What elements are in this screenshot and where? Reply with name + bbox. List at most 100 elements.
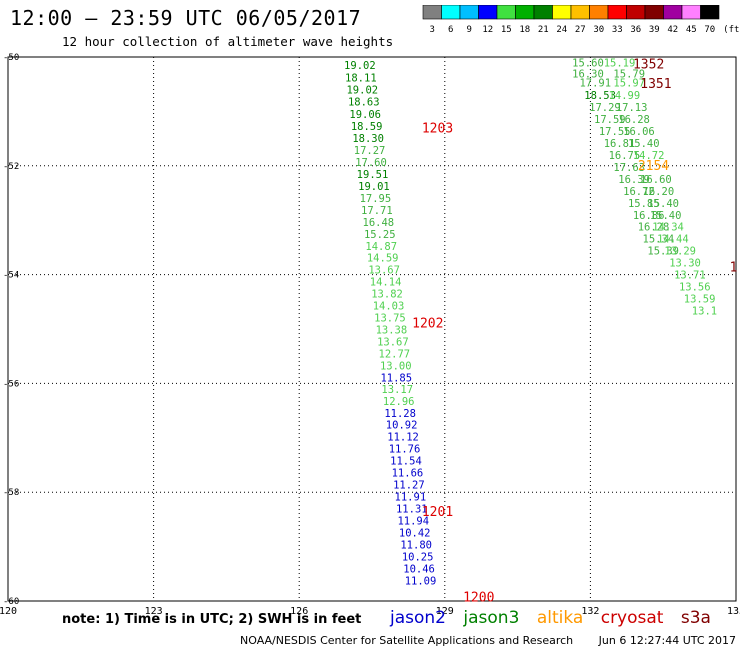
- swh-value-jason3: 16.48: [363, 217, 395, 229]
- swh-value-jason2: 10.46: [403, 563, 435, 575]
- note-text: note: 1) Time is in UTC; 2) SWH is in fe…: [62, 612, 362, 627]
- swh-value-jason3: 13.75: [374, 313, 406, 325]
- swh-value-jason3-east: 17.59: [594, 114, 626, 126]
- color-scale-label: 6: [448, 25, 453, 35]
- legend-altika: altika: [536, 608, 584, 628]
- swh-value-jason3-east: 15.40: [628, 138, 660, 150]
- swh-value-jason3: 15.25: [364, 229, 396, 241]
- swh-value-jason3-east: 16.60: [640, 174, 672, 186]
- swh-value-jason3-east: 17.55: [599, 126, 631, 138]
- swh-value-jason3-east: 13.71: [674, 270, 706, 282]
- swh-value-jason3: 13.00: [380, 360, 412, 372]
- color-scale-label: 36: [630, 25, 641, 35]
- swh-value-jason3: 17.27: [354, 145, 386, 157]
- swh-value-jason3-east: 17.13: [616, 102, 648, 114]
- swh-value-jason2: 11.27: [393, 480, 425, 492]
- color-scale-label: 12: [482, 25, 493, 35]
- time-marker: 1200: [463, 591, 494, 606]
- swh-value-jason3: 18.11: [345, 73, 377, 85]
- swh-value-jason3-east: 15.85: [628, 198, 660, 210]
- swh-value-jason3-east: 16.81: [604, 138, 636, 150]
- color-scale-label: 3: [430, 25, 435, 35]
- swh-value-jason3-east: 16.20: [643, 186, 675, 198]
- time-marker: 1203: [422, 122, 453, 137]
- y-tick-label: -54: [3, 271, 19, 281]
- swh-value-jason3-east: 16.06: [623, 126, 655, 138]
- swh-value-jason2: 11.09: [405, 575, 437, 587]
- swh-value-jason3: 14.03: [373, 301, 405, 313]
- plot-border: [7, 56, 737, 602]
- chart-subtitle: 12 hour collection of altimeter wave hei…: [62, 34, 394, 49]
- swh-value-jason3: 19.01: [358, 181, 390, 193]
- legend-jason3: jason3: [463, 608, 520, 628]
- swh-value-jason3-east: 15.97: [613, 78, 645, 90]
- color-scale-label: 70: [704, 25, 715, 35]
- color-scale-label: 27: [575, 25, 586, 35]
- swh-value-jason2: 11.28: [384, 408, 416, 420]
- color-scale-label: 24: [556, 25, 567, 35]
- swh-value-jason3: 13.38: [376, 325, 408, 337]
- time-marker: 1201: [422, 505, 453, 520]
- swh-value-jason3: 14.14: [370, 277, 402, 289]
- swh-value-jason3-east: 16.28: [638, 222, 670, 234]
- swh-value-altika: 2154: [638, 159, 669, 174]
- y-tick-label: -60: [3, 597, 19, 607]
- credit-line: NOAA/NESDIS Center for Satellite Applica…: [240, 634, 740, 647]
- swh-value-jason3: 19.06: [349, 109, 381, 121]
- swh-value-jason3-east: 17.63: [613, 162, 645, 174]
- swh-value-jason2: 11.54: [390, 456, 422, 468]
- swh-value-jason3: 12.77: [379, 348, 411, 360]
- swh-value-jason3: 13.82: [371, 289, 403, 301]
- swh-value-jason2: 10.92: [386, 420, 418, 432]
- swh-value-jason3-east: 14.72: [633, 150, 665, 162]
- x-tick-label: 120: [0, 606, 17, 617]
- swh-value-jason3: 18.59: [351, 121, 383, 133]
- swh-value-jason3-east: 15.40: [647, 198, 679, 210]
- swh-value-jason3-east: 13.30: [669, 258, 701, 270]
- swh-value-jason2: 11.94: [397, 515, 429, 527]
- swh-value-jason3: 12.96: [383, 396, 415, 408]
- color-scale-label: 42: [667, 25, 678, 35]
- swh-value-jason3-east: 16.39: [618, 174, 650, 186]
- color-scale-label: 39: [649, 25, 660, 35]
- swh-value-jason3: 17.71: [361, 205, 393, 217]
- color-scale-label: 21: [538, 25, 549, 35]
- time-marker: 1: [730, 260, 738, 275]
- swh-value-jason3: 17.95: [360, 193, 392, 205]
- swh-value-jason3: 19.02: [346, 85, 378, 97]
- swh-value-jason3-east: 13.29: [664, 246, 696, 258]
- color-scale-unit: (ft): [723, 25, 740, 35]
- swh-value-jason3-east: 15.79: [613, 68, 645, 80]
- y-tick-label: -58: [3, 488, 19, 498]
- legend-jason2: jason2: [390, 608, 446, 628]
- swh-value-jason3-east: 15.40: [650, 210, 682, 222]
- swh-value-jason3-east: 15.60: [572, 57, 604, 69]
- swh-value-jason2: 11.66: [392, 468, 424, 480]
- swh-value-jason2: 10.42: [399, 527, 431, 539]
- swh-value-jason3-east: 13.56: [679, 282, 711, 294]
- time-marker: 1352: [633, 58, 664, 73]
- swh-value-jason3-east: 17.91: [579, 78, 611, 90]
- swh-value-jason3: 19.51: [357, 169, 389, 181]
- swh-value-jason3: 13.67: [368, 265, 400, 277]
- swh-value-jason2: 10.25: [402, 551, 434, 563]
- swh-value-jason3-east: 16.72: [623, 186, 655, 198]
- swh-value-jason3-east: 16.86: [633, 210, 665, 222]
- color-scale-label: 15: [501, 25, 512, 35]
- swh-value-jason2: 11.80: [400, 539, 432, 551]
- time-marker: 1202: [412, 316, 443, 331]
- swh-value-jason3-east: 15.39: [647, 246, 679, 258]
- color-scale-label: 30: [593, 25, 604, 35]
- swh-value-jason3: 14.87: [365, 241, 397, 253]
- color-scale-label: 45: [686, 25, 697, 35]
- swh-value-jason2: 11.12: [387, 432, 419, 444]
- color-scale-label: 18: [519, 25, 530, 35]
- swh-value-jason3: 19.02: [344, 60, 376, 72]
- swh-value-jason3-east: 16.30: [572, 68, 604, 80]
- chart-title: 12:00 – 23:59 UTC 06/05/2017: [10, 6, 362, 30]
- swh-value-jason3-east: 13.59: [684, 294, 716, 306]
- swh-value-jason3: 18.63: [348, 97, 380, 109]
- legend-cryosat: cryosat: [600, 608, 664, 628]
